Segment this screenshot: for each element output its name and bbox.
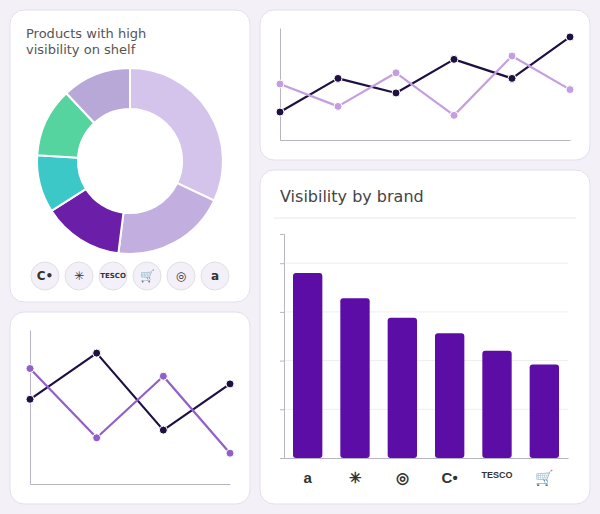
point	[226, 449, 234, 457]
bars	[293, 273, 559, 458]
tick	[280, 409, 284, 410]
point	[26, 395, 34, 403]
line-chart	[276, 29, 574, 141]
card	[10, 312, 250, 504]
point	[26, 365, 34, 373]
x-axis-line	[281, 140, 571, 141]
bar	[530, 365, 559, 458]
point	[508, 52, 516, 60]
y-axis	[30, 331, 31, 485]
tick-label: a	[303, 469, 312, 486]
point	[93, 434, 101, 442]
x-axis: a ✳ ◎ C• TESCO 🛒	[285, 458, 569, 487]
point	[276, 80, 284, 88]
point	[566, 33, 574, 41]
tick: ✳	[349, 458, 362, 486]
card	[10, 10, 250, 302]
separator	[274, 218, 576, 219]
tick	[280, 312, 284, 313]
grid-line	[284, 409, 568, 410]
tick-mark	[280, 361, 284, 362]
point	[159, 426, 167, 434]
line-chart	[26, 331, 234, 485]
tick-mark	[280, 263, 284, 264]
chart-title: Products with highvisibility on shelf	[26, 26, 146, 57]
slice	[37, 155, 86, 211]
chart-title: Visibility by brand	[280, 187, 424, 206]
annotation: ✳	[74, 269, 84, 283]
x-axis	[31, 484, 231, 485]
grid	[284, 263, 568, 409]
y-axis-line	[280, 235, 285, 459]
tick-mark	[280, 409, 284, 410]
point	[276, 108, 284, 116]
annotation: a	[211, 269, 219, 283]
point	[450, 111, 458, 119]
slice	[66, 68, 130, 123]
bar	[482, 351, 511, 458]
point	[508, 74, 516, 82]
tick-label: C•	[442, 469, 458, 486]
slices	[37, 68, 223, 254]
tick	[280, 361, 284, 362]
bar	[340, 298, 369, 458]
bar	[293, 273, 322, 458]
point	[226, 380, 234, 388]
annotation-badge	[99, 262, 127, 290]
point	[392, 69, 400, 77]
tick-mark	[280, 312, 284, 313]
card	[260, 170, 590, 504]
annotation-badge	[133, 262, 161, 290]
annotations: C• ✳ TESCO 🛒 ◎ a	[31, 262, 229, 290]
point	[450, 55, 458, 63]
slice	[118, 183, 214, 254]
annotation: ◎	[176, 269, 186, 283]
annotation: 🛒	[140, 269, 155, 283]
x-axis	[281, 140, 571, 141]
tick	[280, 263, 284, 264]
y-axis-line	[30, 331, 31, 485]
card	[260, 10, 590, 160]
annotation-badge	[167, 262, 195, 290]
plot	[276, 29, 574, 141]
tick-label: 🛒	[535, 469, 554, 487]
pie-chart: Products with highvisibility on shelf C• ✳…	[26, 26, 229, 290]
tick: a	[303, 458, 312, 486]
annotation-badge	[65, 262, 93, 290]
x-axis-line	[31, 484, 231, 485]
bar	[435, 333, 464, 458]
tick-label: ✳	[349, 469, 362, 486]
tick: ◎	[396, 458, 409, 486]
point	[334, 102, 342, 110]
plot: a ✳ ◎ C• TESCO 🛒	[280, 235, 569, 487]
point	[159, 372, 167, 380]
tick: C•	[442, 458, 458, 486]
bar-chart: Visibility by brand a ✳ ◎ C• TESCO 🛒	[274, 187, 576, 487]
y-axis	[280, 235, 285, 459]
x-axis-line	[285, 458, 569, 459]
grid-line	[284, 360, 568, 361]
annotation: TESCO	[100, 272, 126, 280]
annotation-badge	[31, 262, 59, 290]
bar	[388, 318, 417, 458]
dashboard: Products with highvisibility on shelf C• ✳…	[0, 0, 600, 514]
point	[392, 89, 400, 97]
tick: TESCO	[481, 458, 512, 480]
point	[566, 86, 574, 94]
lines	[26, 349, 234, 457]
point	[93, 349, 101, 357]
annotation-badge	[201, 262, 229, 290]
tick-label: ◎	[396, 469, 409, 486]
line	[30, 369, 230, 454]
grid-line	[284, 311, 568, 312]
tick: 🛒	[535, 458, 554, 487]
point	[334, 74, 342, 82]
plot	[26, 331, 234, 485]
slice	[130, 68, 223, 201]
grid-line	[284, 263, 568, 264]
tick-label: TESCO	[481, 470, 512, 480]
line	[280, 56, 570, 115]
annotation: C•	[37, 269, 53, 283]
lines	[276, 33, 574, 119]
